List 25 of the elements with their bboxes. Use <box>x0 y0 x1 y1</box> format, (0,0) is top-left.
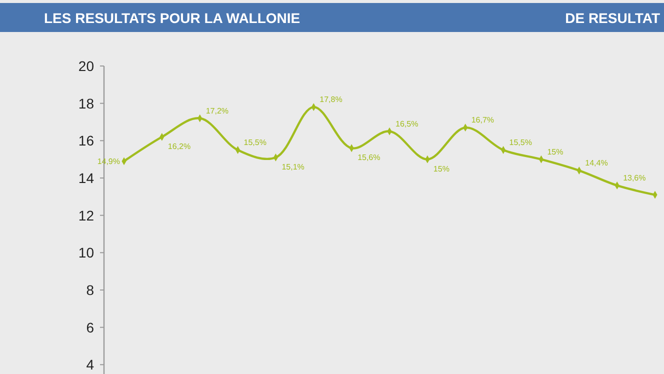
y-tick-label: 12 <box>78 207 94 224</box>
text: 15% <box>547 147 564 156</box>
text: 16,7% <box>471 116 494 125</box>
text: 15,1% <box>282 162 304 172</box>
text: 14,9% <box>97 157 120 166</box>
text: 15% <box>433 164 450 174</box>
text: 16,5% <box>396 119 418 128</box>
chart-subtitle: DE RESULTAT <box>565 10 660 26</box>
text: 14,4% <box>585 158 608 168</box>
y-tick-label: 16 <box>78 132 94 149</box>
text: 15,6% <box>358 153 380 162</box>
y-tick-label: 14 <box>78 170 94 186</box>
text: 16,2% <box>168 142 191 151</box>
y-tick-label: 4 <box>86 356 94 373</box>
chart-title: LES RESULTATS POUR LA WALLONIE <box>44 10 300 26</box>
text: 15,5% <box>509 138 532 147</box>
text: 17,2% <box>206 106 229 116</box>
text: 13,6% <box>623 173 646 182</box>
y-tick-label: 8 <box>86 282 94 298</box>
y-tick-label: 18 <box>78 95 94 112</box>
y-tick-label: 6 <box>86 319 94 336</box>
text: 17,8% <box>320 95 342 104</box>
text: 15,5% <box>244 138 266 147</box>
y-tick-label: 10 <box>78 244 94 261</box>
y-tick-label: 20 <box>78 58 94 74</box>
